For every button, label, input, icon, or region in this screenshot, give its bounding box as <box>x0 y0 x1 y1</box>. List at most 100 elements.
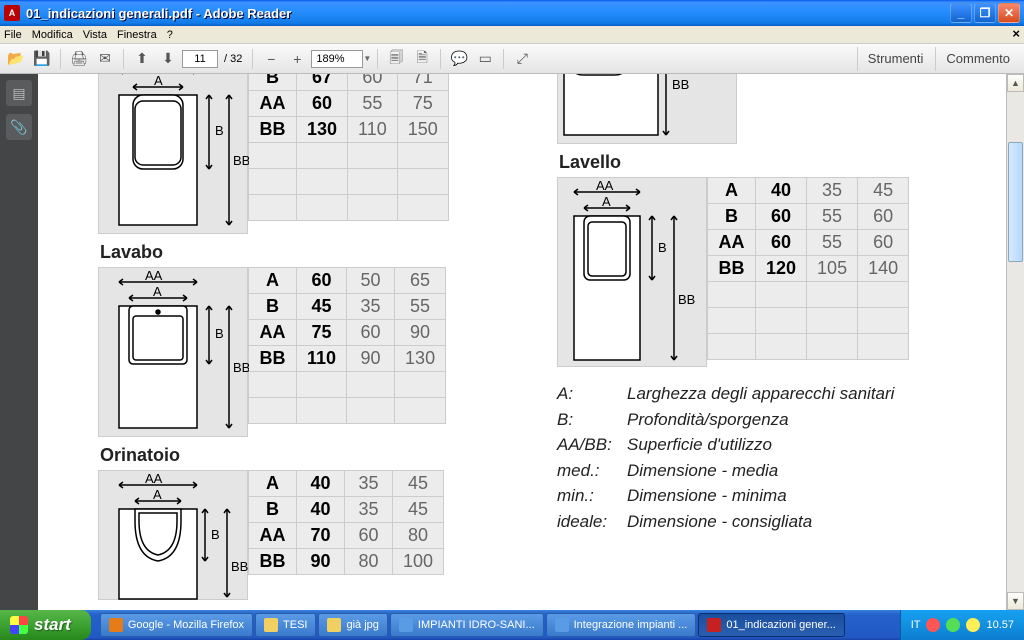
taskbar-item[interactable]: Google - Mozilla Firefox <box>100 613 253 637</box>
scroll-up-icon[interactable]: ▲ <box>1007 74 1024 92</box>
svg-text:A: A <box>153 284 162 299</box>
minimize-button[interactable]: _ <box>950 3 972 23</box>
menu-help[interactable]: ? <box>167 29 173 41</box>
menu-file[interactable]: File <box>4 29 22 41</box>
topright-diagram: BB <box>558 74 738 145</box>
scroll-thumb[interactable] <box>1008 142 1023 262</box>
taskbar-item-label: Integrazione impianti ... <box>574 619 688 631</box>
taskbar-item-icon <box>555 618 569 632</box>
svg-text:A: A <box>154 74 163 88</box>
system-tray: IT 10.57 <box>900 610 1024 640</box>
app-icon: A <box>4 5 20 21</box>
taskbar-item-label: TESI <box>283 619 307 631</box>
zoom-in-icon[interactable]: + <box>285 47 309 71</box>
taskbar-item-label: Google - Mozilla Firefox <box>128 619 244 631</box>
svg-text:B: B <box>215 326 224 341</box>
taskbar-item-label: IMPIANTI IDRO-SANI... <box>418 619 535 631</box>
doc-close-button[interactable]: × <box>1012 26 1020 41</box>
svg-text:AA: AA <box>145 471 163 486</box>
lavello-title: Lavello <box>559 152 996 173</box>
start-button[interactable]: start <box>0 610 91 640</box>
close-button[interactable]: ✕ <box>998 3 1020 23</box>
menu-finestra[interactable]: Finestra <box>117 29 157 41</box>
svg-text:AA: AA <box>145 268 163 283</box>
taskbar-item-label: 01_indicazioni gener... <box>726 619 835 631</box>
vertical-scrollbar[interactable]: ▲ ▼ <box>1006 74 1024 610</box>
tool1-icon[interactable]: 🗐 <box>384 47 408 71</box>
svg-text:BB: BB <box>231 559 248 574</box>
lavabo-title: Lavabo <box>100 242 537 263</box>
page-input[interactable] <box>182 50 218 68</box>
svg-text:BB: BB <box>672 77 689 92</box>
tray-icon[interactable] <box>966 618 980 632</box>
taskbar-item-icon <box>109 618 123 632</box>
top-table: B676071 AA605575 BB130110150 <box>248 74 449 221</box>
thumbnails-tab[interactable]: ▤ <box>6 80 32 106</box>
menu-vista[interactable]: Vista <box>83 29 107 41</box>
taskbar-item[interactable]: TESI <box>255 613 316 637</box>
page-total: / 32 <box>224 53 242 65</box>
orinatoio-diagram: AA A B <box>99 471 249 601</box>
page-down-icon[interactable]: ⬇ <box>156 47 180 71</box>
separator <box>60 49 61 69</box>
window-title: 01_indicazioni generali.pdf - Adobe Read… <box>26 6 948 21</box>
separator <box>440 49 441 69</box>
lavabo-table: A605065 B453555 AA756090 BB11090130 <box>248 267 446 424</box>
tray-clock[interactable]: 10.57 <box>986 619 1014 631</box>
svg-text:A: A <box>602 194 611 209</box>
taskbar-item[interactable]: 01_indicazioni gener... <box>698 613 844 637</box>
taskbar-item-icon <box>264 618 278 632</box>
taskbar-item[interactable]: Integrazione impianti ... <box>546 613 697 637</box>
tool2-icon[interactable]: 🗎 <box>410 47 434 71</box>
open-icon[interactable]: 📂 <box>4 47 28 71</box>
svg-text:B: B <box>211 527 220 542</box>
svg-text:BB: BB <box>678 292 695 307</box>
taskbar-item-icon <box>327 618 341 632</box>
comment-icon[interactable]: 💬 <box>447 47 471 71</box>
print-icon[interactable]: 🖨 <box>67 47 91 71</box>
zoom-out-icon[interactable]: − <box>259 47 283 71</box>
comment-button[interactable]: Commento <box>935 47 1020 71</box>
separator <box>123 49 124 69</box>
menubar: File Modifica Vista Finestra ? × <box>0 26 1024 44</box>
svg-text:A: A <box>153 487 162 502</box>
svg-text:BB: BB <box>233 360 249 375</box>
document-area: ▤ 📎 AA A <box>0 74 1024 610</box>
separator <box>377 49 378 69</box>
legend: A:Larghezza degli apparecchi sanitari B:… <box>557 381 996 534</box>
taskbar-item-icon <box>399 618 413 632</box>
fixture-diagram: AA A B <box>99 74 249 235</box>
svg-text:B: B <box>658 240 667 255</box>
zoom-dropdown-icon[interactable]: ▼ <box>363 54 371 63</box>
pdf-page: AA A B <box>38 74 1006 610</box>
tray-lang[interactable]: IT <box>911 619 921 631</box>
highlight-icon[interactable]: ▭ <box>473 47 497 71</box>
taskbar-item[interactable]: IMPIANTI IDRO-SANI... <box>390 613 544 637</box>
mail-icon[interactable]: ✉ <box>93 47 117 71</box>
svg-text:BB: BB <box>233 153 249 168</box>
page-up-icon[interactable]: ⬆ <box>130 47 154 71</box>
orinatoio-title: Orinatoio <box>100 445 537 466</box>
tray-icon[interactable] <box>946 618 960 632</box>
tools-button[interactable]: Strumenti <box>857 47 934 71</box>
svg-text:AA: AA <box>596 178 614 193</box>
separator <box>503 49 504 69</box>
menu-modifica[interactable]: Modifica <box>32 29 73 41</box>
lavello-table: A403545 B605560 AA605560 BB120105140 <box>707 177 909 360</box>
svg-text:B: B <box>215 123 224 138</box>
orinatoio-table: A403545 B403545 AA706080 BB9080100 <box>248 470 444 575</box>
save-icon[interactable]: 💾 <box>30 47 54 71</box>
attachments-tab[interactable]: 📎 <box>6 114 32 140</box>
tray-icon[interactable] <box>926 618 940 632</box>
taskbar-item-icon <box>707 618 721 632</box>
lavello-diagram: AA A B <box>558 178 708 368</box>
maximize-button[interactable]: ❐ <box>974 3 996 23</box>
taskbar: start Google - Mozilla Firefox TESI già jp… <box>0 610 1024 640</box>
titlebar: A 01_indicazioni generali.pdf - Adobe Re… <box>0 0 1024 26</box>
zoom-input[interactable] <box>311 50 363 68</box>
share-icon[interactable]: ⤢ <box>510 47 534 71</box>
taskbar-item-label: già jpg <box>346 619 378 631</box>
toolbar: 📂 💾 🖨 ✉ ⬆ ⬇ / 32 − + ▼ 🗐 🗎 💬 ▭ ⤢ Strumen… <box>0 44 1024 74</box>
scroll-down-icon[interactable]: ▼ <box>1007 592 1024 610</box>
taskbar-item[interactable]: già jpg <box>318 613 387 637</box>
